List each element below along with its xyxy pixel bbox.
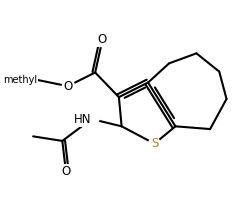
Text: S: S: [151, 137, 158, 150]
Text: S: S: [151, 137, 158, 150]
Text: methyl: methyl: [3, 75, 37, 85]
Text: O: O: [98, 33, 107, 46]
Text: O: O: [63, 80, 72, 93]
Text: O: O: [61, 165, 71, 178]
Text: HN: HN: [74, 112, 91, 125]
Text: O: O: [63, 80, 72, 93]
Text: O: O: [98, 33, 107, 46]
Text: O: O: [61, 165, 71, 178]
Text: HN: HN: [74, 112, 91, 125]
Text: methyl: methyl: [3, 75, 37, 85]
